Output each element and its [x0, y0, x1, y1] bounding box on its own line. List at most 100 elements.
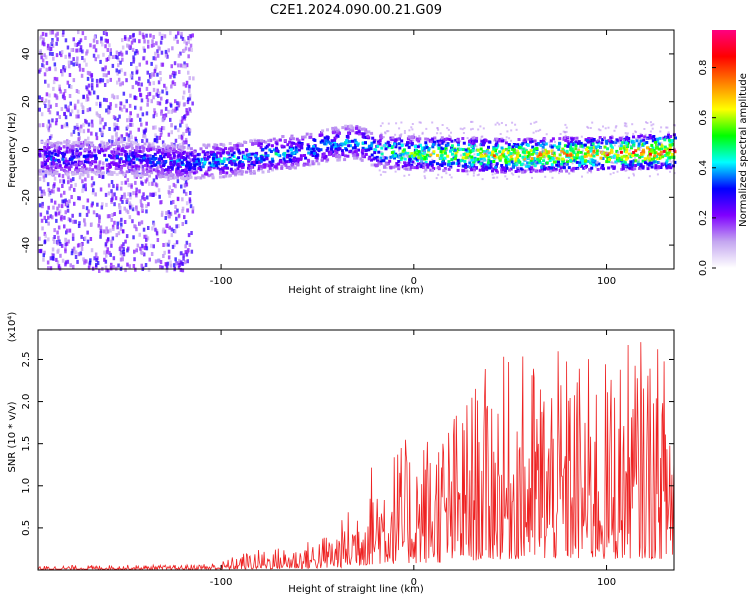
heatmap-cell	[535, 120, 538, 123]
heatmap-cell	[467, 156, 470, 159]
heatmap-cell	[132, 157, 135, 161]
heatmap-cell	[660, 141, 663, 144]
colorbar-tick-label: 0.2	[698, 210, 709, 226]
heatmap-cell	[558, 172, 560, 175]
heatmap-cell	[524, 164, 528, 168]
heatmap-cell	[511, 165, 515, 169]
heatmap-cell	[400, 139, 404, 143]
heatmap-cell	[531, 168, 535, 172]
heatmap-cell	[71, 233, 75, 238]
heatmap-cell	[73, 42, 77, 47]
heatmap-cell	[74, 152, 78, 156]
heatmap-cell	[80, 243, 83, 248]
heatmap-cell	[71, 248, 74, 253]
heatmap-cell	[135, 193, 138, 198]
heatmap-cell	[243, 155, 246, 159]
heatmap-cell	[70, 155, 74, 159]
heatmap-cell	[187, 144, 191, 149]
heatmap-cell	[552, 151, 556, 155]
heatmap-cell	[351, 139, 354, 143]
heatmap-cell	[160, 96, 163, 101]
heatmap-cell	[156, 49, 159, 54]
heatmap-cell	[511, 147, 515, 151]
heatmap-cell	[541, 149, 544, 152]
heatmap-cell	[125, 108, 128, 113]
heatmap-cell	[596, 161, 599, 164]
heatmap-cell	[99, 120, 102, 125]
heatmap-cell	[570, 137, 574, 141]
heatmap-cell	[618, 136, 622, 140]
heatmap-cell	[403, 143, 406, 145]
heatmap-cell	[462, 169, 466, 173]
heatmap-cell	[83, 165, 87, 169]
heatmap-cell	[606, 152, 609, 155]
heatmap-cell	[141, 251, 144, 256]
heatmap-cell	[606, 147, 610, 151]
heatmap-cell	[484, 165, 488, 169]
heatmap-cell	[225, 171, 229, 175]
heatmap-cell	[616, 170, 619, 173]
heatmap-cell	[119, 227, 123, 231]
heatmap-cell	[361, 152, 365, 156]
heatmap-cell	[310, 150, 314, 154]
heatmap-cell	[178, 101, 181, 106]
heatmap-cell	[123, 206, 126, 211]
heatmap-cell	[461, 128, 464, 131]
heatmap-cell	[69, 178, 73, 183]
heatmap-cell	[664, 154, 668, 157]
heatmap-cell	[361, 141, 365, 145]
heatmap-cell	[669, 170, 671, 173]
heatmap-cell	[69, 112, 72, 117]
heatmap-cell	[72, 246, 76, 251]
heatmap-cell	[113, 212, 116, 216]
heatmap-cell	[73, 172, 77, 176]
heatmap-cell	[53, 200, 57, 205]
heatmap-cell	[97, 223, 100, 228]
heatmap-cell	[94, 192, 97, 197]
heatmap-cell	[239, 169, 243, 173]
heatmap-cell	[70, 157, 74, 161]
heatmap-cell	[161, 151, 165, 155]
heatmap-cell	[560, 162, 564, 166]
heatmap-cell	[592, 146, 596, 149]
heatmap-cell	[56, 153, 60, 157]
heatmap-cell	[103, 67, 106, 72]
heatmap-cell	[105, 158, 109, 162]
heatmap-cell	[404, 143, 408, 147]
heatmap-cell	[51, 38, 54, 42]
heatmap-cell	[320, 133, 324, 137]
heatmap-cell	[120, 152, 124, 156]
heatmap-cell	[60, 214, 63, 219]
heatmap-cell	[610, 140, 614, 144]
heatmap-cell	[288, 158, 292, 162]
heatmap-cell	[565, 126, 568, 129]
heatmap-cell	[38, 152, 42, 156]
heatmap-cell	[443, 167, 447, 170]
heatmap-cell	[279, 160, 283, 164]
heatmap-cell	[219, 142, 223, 146]
heatmap-cell	[165, 265, 169, 270]
heatmap-cell	[56, 158, 60, 162]
heatmap-cell	[252, 163, 256, 167]
heatmap-cell	[111, 192, 114, 197]
heatmap-cell	[626, 140, 630, 144]
heatmap-cell	[57, 203, 61, 208]
heatmap-cell	[116, 55, 119, 60]
heatmap-cell	[105, 268, 108, 273]
heatmap-cell	[313, 138, 317, 142]
heatmap-cell	[132, 161, 136, 165]
heatmap-cell	[165, 211, 168, 216]
heatmap-cell	[404, 167, 408, 171]
heatmap-cell	[111, 224, 115, 229]
heatmap-cell	[479, 162, 483, 166]
heatmap-cell	[87, 265, 91, 270]
heatmap-cell	[514, 123, 517, 126]
heatmap-cell	[56, 206, 59, 211]
heatmap-cell	[399, 158, 403, 162]
heatmap-cell	[164, 113, 168, 118]
heatmap-cell	[599, 147, 602, 149]
heatmap-cell	[625, 141, 628, 145]
heatmap-cell	[80, 124, 83, 129]
heatmap-cell	[603, 153, 607, 157]
heatmap-cell	[136, 113, 140, 118]
